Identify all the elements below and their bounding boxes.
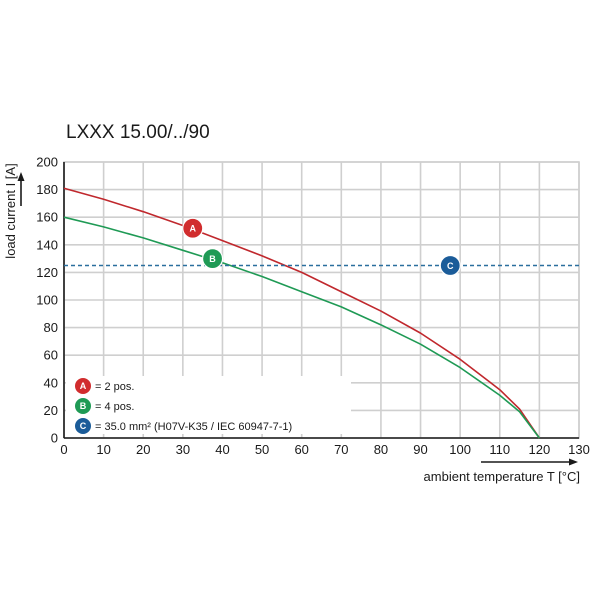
legend-label-c: = 35.0 mm² (H07V-K35 / IEC 60947-7-1) [95, 421, 292, 433]
legend-badge-letter: C [80, 421, 87, 431]
x-tick-label: 60 [294, 442, 308, 457]
x-tick-label: 100 [449, 442, 471, 457]
legend-badge-letter: A [80, 381, 87, 391]
marker-a [182, 217, 204, 239]
legend: A = 2 pos. B = 4 pos. C = 35.0 mm² (H07V-K35 … [66, 376, 351, 434]
legend-box [66, 376, 351, 434]
marker-b [201, 248, 224, 270]
axes [17, 162, 579, 466]
x-axis-label: ambient temperature T [°C] [424, 469, 580, 484]
y-tick-label: 200 [36, 155, 58, 170]
y-tick-label: 0 [51, 431, 58, 446]
marker-c [439, 254, 461, 277]
y-tick-label: 160 [36, 210, 58, 225]
y-tick-label: 100 [36, 293, 58, 308]
y-label-arrowhead [17, 172, 25, 181]
y-tick-label: 180 [36, 182, 58, 197]
legend-badge-a [75, 378, 91, 394]
y-tick-label: 40 [44, 375, 58, 390]
legend-label-b: = 4 pos. [95, 401, 134, 413]
series-line-a [63, 187, 541, 439]
y-tick-label: 120 [36, 265, 58, 280]
series-group [63, 187, 579, 439]
tick-labels: 0 10 20 30 40 50 60 70 80 90 100 110 120 130 0 20 40 60 80… [36, 155, 590, 458]
y-tick-label: 80 [44, 320, 58, 335]
x-tick-label: 120 [529, 442, 551, 457]
x-tick-label: 40 [215, 442, 229, 457]
marker-letter-c: C [447, 261, 454, 271]
marker-letter-a: A [190, 224, 197, 234]
legend-badge-c [75, 418, 91, 434]
y-tick-label: 20 [44, 403, 58, 418]
x-tick-label: 30 [176, 442, 190, 457]
x-tick-label: 110 [489, 442, 510, 457]
chart-title: LXXX 15.00/../90 [66, 122, 210, 143]
legend-label-a: = 2 pos. [95, 381, 134, 393]
legend-badge-letter: B [80, 401, 87, 411]
series-markers: A B C [182, 217, 461, 277]
series-line-b [63, 216, 541, 439]
x-tick-label: 50 [255, 442, 269, 457]
y-tick-label: 140 [36, 237, 58, 252]
x-tick-label: 80 [374, 442, 388, 457]
legend-badge-b [75, 398, 91, 414]
x-tick-label: 70 [334, 442, 348, 457]
x-tick-label: 10 [96, 442, 110, 457]
marker-letter-b: B [209, 254, 216, 264]
y-tick-label: 60 [44, 348, 58, 363]
y-axis-label: load current I [A] [3, 163, 18, 258]
x-tick-label: 20 [136, 442, 150, 457]
x-tick-label: 130 [568, 442, 590, 457]
x-label-arrowhead [569, 458, 578, 466]
x-tick-label: 0 [60, 442, 67, 457]
x-tick-label: 90 [413, 442, 427, 457]
